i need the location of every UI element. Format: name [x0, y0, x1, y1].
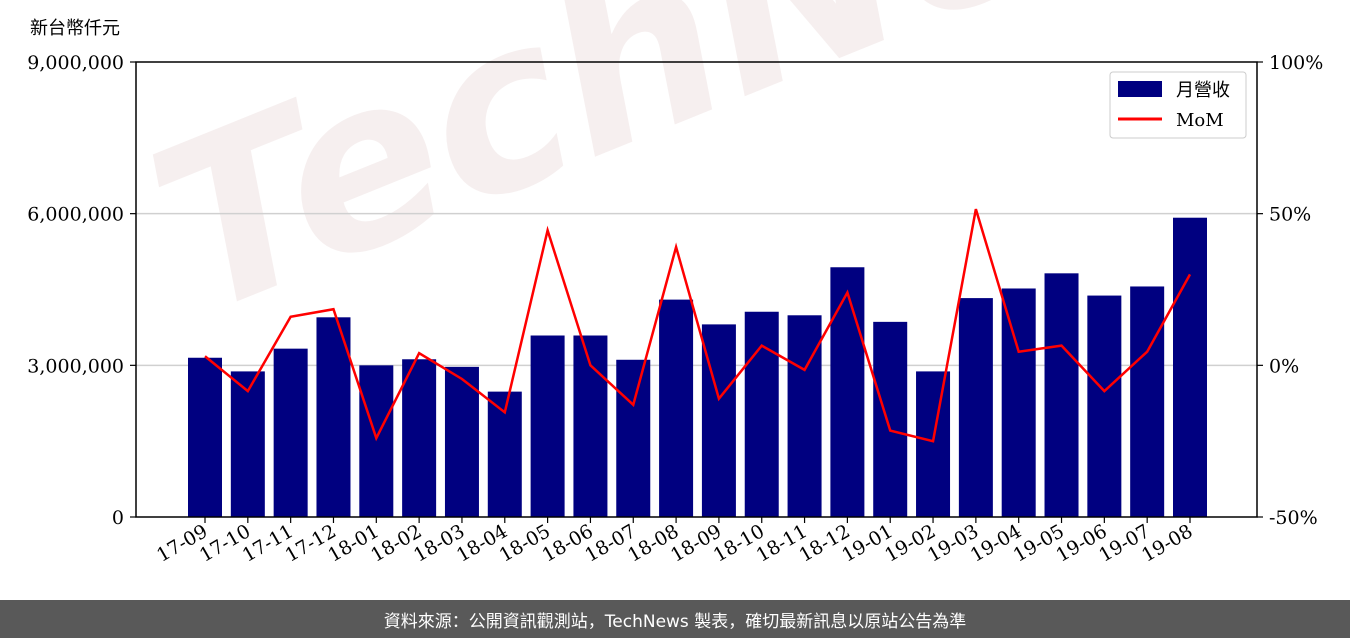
bar-17-11: [273, 348, 308, 517]
y-right-tick-label: 50%: [1269, 204, 1311, 226]
bar-17-09: [188, 357, 222, 517]
y-axis-unit-label: 新台幣仟元: [30, 18, 120, 39]
bar-17-12: [316, 317, 351, 517]
bar-18-02: [402, 359, 437, 517]
y-right-tick-label: 100%: [1269, 52, 1323, 74]
mom-line: [204, 208, 1192, 443]
source-footer: 資料來源：公開資訊觀測站，TechNews 製表，確切最新訊息以原站公告為準: [0, 600, 1350, 638]
x-tick-label-19-08: 19-08: [1138, 520, 1196, 566]
bar-18-03: [444, 366, 479, 517]
y-left-tick-label: 3,000,000: [27, 355, 124, 377]
bar-18-08: [659, 299, 694, 517]
bar-18-07: [616, 359, 651, 517]
bar-18-01: [359, 365, 394, 517]
bar-18-10: [744, 311, 779, 517]
bar-19-04: [1001, 288, 1036, 517]
bar-19-08: [1173, 217, 1207, 517]
bar-18-12: [830, 267, 865, 517]
plot-frame: [135, 61, 1258, 518]
bar-18-05: [530, 335, 565, 517]
bar-19-01: [873, 321, 908, 517]
legend-swatch-revenue: [1118, 81, 1162, 97]
bar-19-02: [916, 371, 951, 517]
y-left-tick-label: 9,000,000: [27, 52, 124, 74]
bar-19-03: [958, 298, 993, 517]
y-right-tick-label: 0%: [1269, 355, 1299, 377]
y-left-tick-label: 6,000,000: [27, 204, 124, 226]
chart-legend: 月營收 MoM: [1109, 71, 1247, 139]
bar-18-11: [787, 315, 822, 517]
bar-19-05: [1044, 273, 1079, 517]
revenue-chart: 新台幣仟元 0 3,000,000 6,000,000 9,000,000 -50% 0%…: [27, 18, 1323, 567]
y-left-tick-label: 0: [112, 507, 124, 529]
legend-label-revenue: 月營收: [1176, 80, 1230, 101]
bar-19-07: [1130, 286, 1165, 517]
y-right-tick-label: -50%: [1269, 507, 1318, 529]
bar-19-06: [1087, 295, 1122, 517]
bar-17-10: [230, 371, 265, 517]
legend-label-mom: MoM: [1176, 110, 1224, 131]
